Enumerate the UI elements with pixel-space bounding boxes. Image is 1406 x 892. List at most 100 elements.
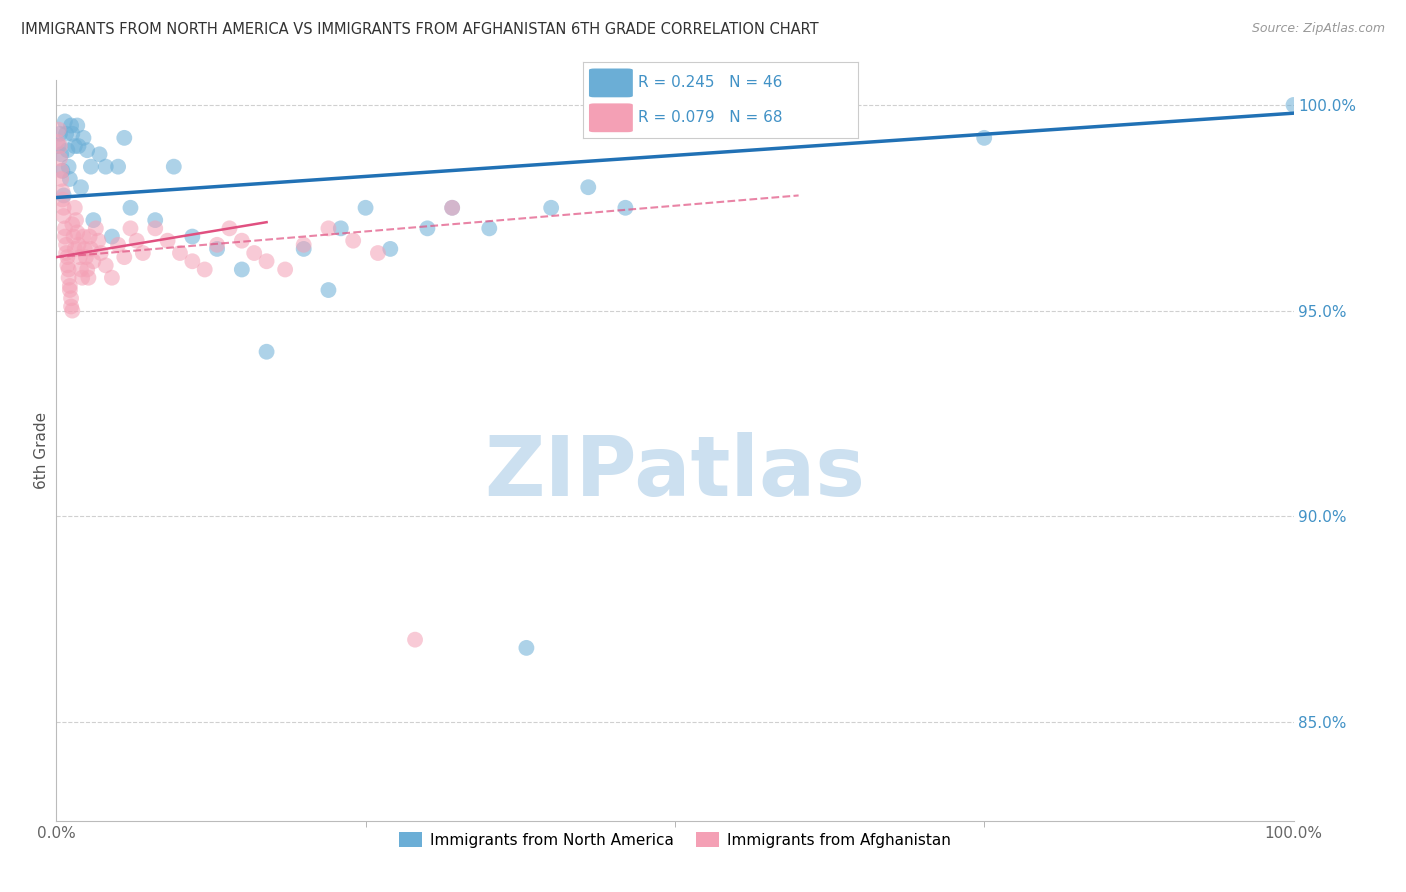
Point (77, 270, 100, 285)
Point (143, 213, 166, 227)
Point (56, 143, 79, 157)
Point (329, 221, 352, 235)
Point (318, 283, 340, 297)
Point (66, 226, 89, 240)
Point (163, 160, 186, 174)
Point (125, 234, 148, 248)
Point (72, 229, 94, 244)
Point (181, 254, 204, 268)
Point (60, 303, 83, 318)
Point (48, 139, 70, 153)
Point (52, 209, 75, 223)
Point (441, 201, 464, 215)
Point (143, 221, 166, 235)
Point (52, 201, 75, 215)
Point (218, 221, 240, 235)
Point (56, 250, 79, 264)
Point (58, 262, 80, 277)
Point (76, 262, 98, 277)
Point (51, 163, 73, 178)
Point (181, 229, 204, 244)
Point (973, 131, 995, 145)
Point (51, 193, 73, 207)
Point (48, 122, 70, 136)
Point (243, 246, 266, 260)
Point (73, 242, 96, 256)
Point (1282, 98, 1305, 112)
Point (60, 217, 83, 231)
Point (60, 291, 83, 305)
Point (60, 300, 83, 314)
Point (53, 229, 76, 244)
Point (354, 201, 377, 215)
Point (63, 242, 86, 256)
Point (59, 172, 82, 186)
Point (256, 254, 278, 268)
Point (76, 143, 98, 157)
Text: R = 0.245   N = 46: R = 0.245 N = 46 (638, 76, 783, 90)
Point (107, 160, 129, 174)
Point (63, 201, 86, 215)
Point (404, 632, 426, 647)
Point (70, 262, 93, 277)
Point (380, 242, 402, 256)
Point (156, 234, 179, 248)
Point (49, 127, 72, 141)
Point (75, 250, 97, 264)
Point (292, 237, 315, 252)
Point (58, 270, 80, 285)
Point (80, 242, 103, 256)
Point (55, 127, 77, 141)
Point (94, 258, 117, 272)
Point (82, 254, 104, 268)
Point (49, 152, 72, 166)
Point (231, 262, 253, 277)
Text: Source: ZipAtlas.com: Source: ZipAtlas.com (1251, 22, 1385, 36)
Point (53, 114, 76, 128)
Point (69, 250, 91, 264)
Point (101, 270, 124, 285)
Point (231, 234, 253, 248)
Point (205, 242, 228, 256)
Point (55, 237, 77, 252)
Point (63, 139, 86, 153)
Point (53, 221, 76, 235)
Point (72, 131, 94, 145)
Point (120, 201, 142, 215)
Point (367, 246, 389, 260)
Point (540, 201, 562, 215)
Point (107, 237, 129, 252)
Text: ZIPatlas: ZIPatlas (485, 432, 865, 513)
Point (120, 221, 142, 235)
Point (205, 237, 228, 252)
Point (82, 213, 104, 227)
Point (112, 131, 135, 145)
Point (58, 160, 80, 174)
Point (441, 201, 464, 215)
Point (87, 234, 110, 248)
Point (67, 237, 90, 252)
Point (51, 147, 73, 161)
Point (416, 221, 439, 235)
FancyBboxPatch shape (589, 103, 633, 132)
Text: IMMIGRANTS FROM NORTH AMERICA VS IMMIGRANTS FROM AFGHANISTAN 6TH GRADE CORRELATI: IMMIGRANTS FROM NORTH AMERICA VS IMMIGRA… (21, 22, 818, 37)
Point (101, 229, 124, 244)
Point (62, 229, 84, 244)
Point (51, 163, 73, 178)
Point (194, 262, 217, 277)
Point (80, 160, 103, 174)
Point (60, 127, 83, 141)
Point (169, 246, 191, 260)
Point (79, 229, 101, 244)
Point (256, 344, 278, 359)
Point (59, 279, 82, 293)
Point (66, 119, 89, 133)
Point (614, 201, 637, 215)
Point (59, 283, 82, 297)
Point (49, 139, 72, 153)
Point (55, 246, 77, 260)
Point (67, 139, 90, 153)
Point (65, 213, 87, 227)
Point (515, 640, 537, 655)
Point (56, 258, 79, 272)
